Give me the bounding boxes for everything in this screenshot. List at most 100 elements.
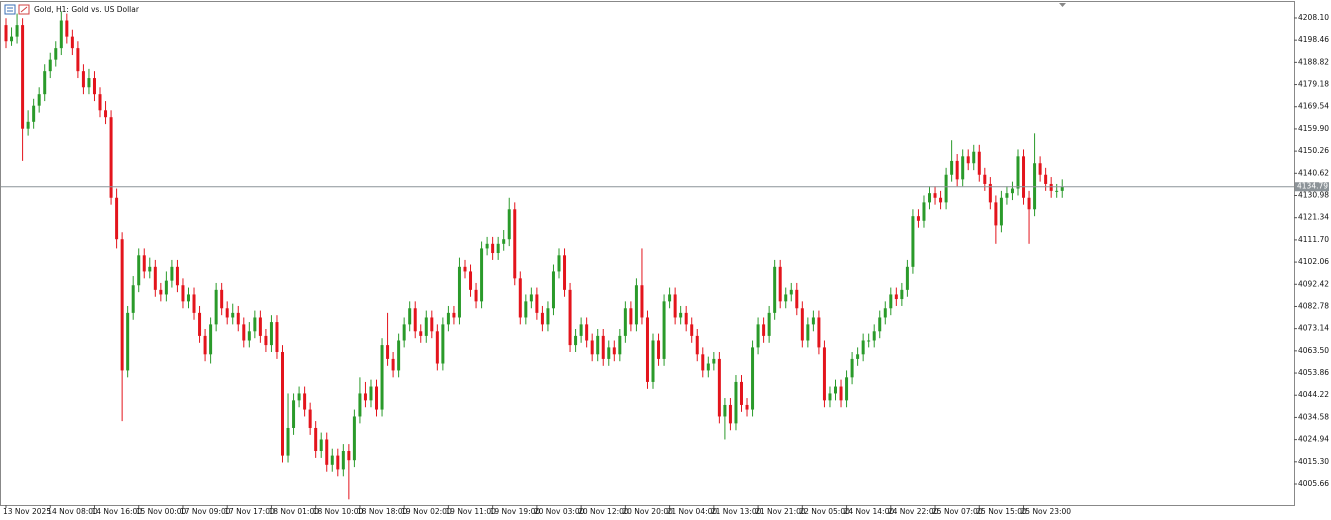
candle-body [258,317,262,336]
candle-body [352,416,356,461]
candle-body [131,285,135,313]
y-tick-label: 4179.18 [1298,80,1329,89]
candle-body [435,331,439,364]
y-tick-label: 4198.46 [1298,35,1329,44]
candle-body [513,209,517,279]
candle-body [889,294,893,309]
candle-body [81,71,85,88]
candle-body [612,347,616,355]
y-tick-label: 4169.54 [1298,102,1329,111]
candle-body [186,294,190,302]
candle-body [413,308,417,332]
candle-body [822,347,826,401]
candle-body [878,317,882,332]
candle-body [269,322,273,346]
candle-body [817,317,821,348]
candle-body [839,386,843,401]
candle-body [65,20,69,37]
candle-body [192,294,196,313]
x-tick-label: 21 Nov 13:00 [711,507,762,516]
candle-body [341,450,345,470]
candle-body [37,94,41,106]
candle-body [408,308,412,325]
x-tick-label: 24 Nov 14:00 [844,507,895,516]
candle-body [629,308,633,325]
x-tick-label: 21 Nov 21:00 [755,507,806,516]
candle-body [933,193,937,198]
candle-body [115,197,119,240]
candle-body [557,255,561,272]
candle-body [944,174,948,203]
candle-body [728,404,732,424]
x-tick-label: 17 Nov 09:00 [180,507,231,516]
y-tick-label: 4092.42 [1298,279,1329,288]
candle-body [292,400,296,428]
candle-body [518,278,522,318]
candle-body [717,358,721,417]
candle-body [590,340,594,355]
candle-body [596,335,600,355]
y-tick-label: 4044.22 [1298,390,1329,399]
candle-body [21,25,25,129]
x-tick-label: 21 Nov 04:00 [667,507,718,516]
candle-body [1022,156,1026,198]
candle-body [657,340,661,359]
candle-body [751,347,755,410]
candle-body [950,160,954,175]
candle-body [673,294,677,318]
candle-body [756,324,760,348]
candle-body [618,335,622,355]
candle-body [231,312,235,318]
candle-body [811,317,815,325]
candle-body [800,308,804,341]
x-tick-label: 20 Nov 03:00 [534,507,585,516]
candle-body [828,393,832,401]
candle-body [198,312,202,336]
candle-body [739,381,743,405]
candle-body [424,317,428,336]
candle-body [375,386,379,410]
candle-body [784,294,788,302]
candle-body [767,312,771,336]
candle-body [70,36,74,49]
candle-body [363,393,367,401]
candle-body [253,317,257,332]
candle-body [684,312,688,325]
candle-body [645,317,649,382]
candle-body [529,294,533,302]
candle-body [59,20,63,49]
candle-body [1016,156,1020,189]
x-tick-label: 18 Nov 01:00 [268,507,319,516]
candle-body [867,340,871,342]
y-tick-label: 4082.78 [1298,301,1329,310]
candle-body [1060,186,1064,191]
candle-body [1049,183,1053,191]
candle-body [286,427,290,456]
candle-body [43,71,47,95]
y-tick-label: 4111.70 [1298,235,1329,244]
candle-body [441,324,445,364]
candle-body [695,335,699,355]
y-tick-label: 4024.94 [1298,435,1329,444]
candle-body [457,266,461,318]
candle-body [850,358,854,378]
candle-body [308,409,312,428]
candle-body [574,335,578,346]
candle-body [789,289,793,295]
candle-body [861,340,865,355]
candle-body [214,289,218,325]
candle-body [397,340,401,371]
candle-body [164,280,168,295]
candle-body [894,294,898,300]
candle-body [54,48,58,60]
x-tick-label: 19 Nov 19:00 [490,507,541,516]
candle-body [679,312,683,318]
candle-body [15,25,19,37]
candle-body [856,354,860,359]
candle-body [319,439,323,451]
candle-body [939,197,943,203]
candle-body [430,317,434,332]
y-tick-label: 4015.30 [1298,457,1329,466]
x-tick-label: 15 Nov 00:00 [136,507,187,516]
candle-body [668,294,672,302]
